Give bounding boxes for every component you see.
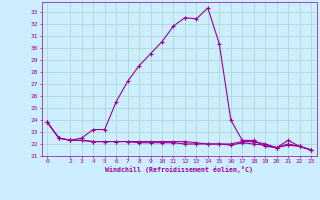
X-axis label: Windchill (Refroidissement éolien,°C): Windchill (Refroidissement éolien,°C)	[105, 166, 253, 173]
